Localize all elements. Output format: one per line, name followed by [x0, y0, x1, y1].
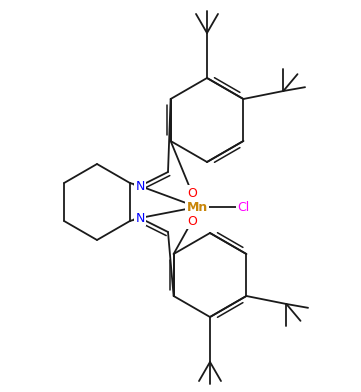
Text: N: N	[135, 212, 145, 225]
Text: N: N	[135, 180, 145, 192]
Text: Cl: Cl	[237, 200, 249, 214]
Text: O: O	[187, 214, 197, 227]
Text: Mn: Mn	[186, 200, 208, 214]
Text: O: O	[187, 187, 197, 200]
